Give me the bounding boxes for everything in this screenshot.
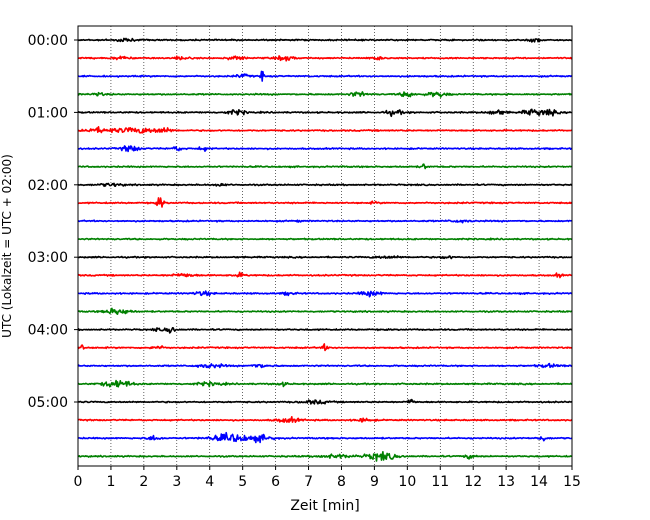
x-axis-label: Zeit [min] bbox=[290, 498, 359, 514]
x-tick-label: 10 bbox=[398, 474, 416, 490]
trace-0415 bbox=[77, 343, 573, 352]
x-tick-label: 7 bbox=[304, 474, 313, 490]
trace-0530 bbox=[77, 431, 573, 444]
x-tick-label: 6 bbox=[271, 474, 280, 490]
trace-0545 bbox=[77, 451, 573, 462]
y-tick-label: 00:00 bbox=[28, 33, 68, 49]
trace-0430 bbox=[77, 362, 573, 369]
trace-0330 bbox=[77, 290, 573, 298]
x-tick-label: 0 bbox=[74, 474, 83, 490]
y-axis-label: UTC (Lokalzeit = UTC + 02:00) bbox=[0, 154, 14, 338]
trace-0045 bbox=[77, 91, 573, 98]
x-tick-label: 11 bbox=[431, 474, 449, 490]
grid-layer bbox=[110, 26, 540, 466]
x-tick-label: 2 bbox=[139, 474, 148, 490]
y-axis: 00:00 01:00 02:00 03:00 04:00 05:00 bbox=[28, 33, 78, 411]
trace-0345 bbox=[77, 307, 573, 315]
trace-0145 bbox=[77, 163, 573, 170]
y-tick-label: 05:00 bbox=[28, 395, 68, 411]
trace-0030 bbox=[77, 70, 573, 82]
y-tick-label: 02:00 bbox=[28, 178, 68, 194]
x-tick-label: 1 bbox=[106, 474, 115, 490]
trace-0015 bbox=[77, 55, 573, 62]
trace-0245 bbox=[77, 237, 573, 241]
trace-0100 bbox=[77, 108, 573, 118]
trace-0230 bbox=[77, 219, 573, 224]
x-tick-label: 5 bbox=[238, 474, 247, 490]
trace-0200 bbox=[77, 182, 573, 188]
x-tick-label: 3 bbox=[172, 474, 181, 490]
trace-0515 bbox=[77, 416, 573, 423]
trace-0300 bbox=[77, 255, 573, 260]
trace-0130 bbox=[77, 145, 573, 153]
trace-0445 bbox=[77, 379, 573, 388]
trace-0115 bbox=[77, 126, 573, 134]
y-tick-label: 03:00 bbox=[28, 250, 68, 266]
x-tick-label: 8 bbox=[337, 474, 346, 490]
y-tick-label: 01:00 bbox=[28, 105, 68, 121]
x-tick-label: 14 bbox=[530, 474, 548, 490]
trace-0315 bbox=[77, 271, 573, 279]
x-tick-label: 15 bbox=[563, 474, 581, 490]
x-tick-label: 4 bbox=[205, 474, 214, 490]
trace-0215 bbox=[77, 197, 573, 208]
x-tick-label: 9 bbox=[370, 474, 379, 490]
trace-layer bbox=[77, 37, 573, 462]
x-tick-label: 12 bbox=[464, 474, 482, 490]
x-axis: 0 1 2 3 4 5 6 7 8 9 10 11 12 13 14 15 bbox=[74, 466, 581, 490]
trace-0400 bbox=[77, 327, 573, 334]
trace-0000 bbox=[77, 37, 573, 43]
plot-frame bbox=[77, 25, 573, 467]
x-tick-label: 13 bbox=[497, 474, 515, 490]
trace-0500 bbox=[77, 398, 573, 405]
y-tick-label: 04:00 bbox=[28, 323, 68, 339]
